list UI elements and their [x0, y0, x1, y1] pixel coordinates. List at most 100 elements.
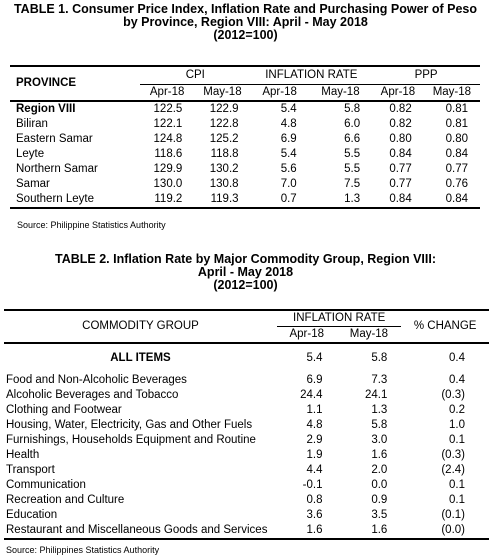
- province-cell: Eastern Samar: [16, 133, 93, 145]
- province-cell: Samar: [16, 178, 50, 190]
- value-cell-cpi-apr: 118.6: [154, 148, 183, 160]
- change-value-cell: 0.2: [449, 404, 465, 416]
- table-row: Communication -0.1 0.0 0.1: [4, 478, 489, 493]
- change-value-cell: (0.3): [441, 449, 465, 461]
- table-row: Recreation and Culture 0.8 0.9 0.1: [4, 493, 489, 508]
- value-cell-cpi-may: 118.8: [210, 148, 239, 160]
- commodity-group-header: COMMODITY GROUP: [4, 309, 277, 344]
- table2-inflation-by-commodity: COMMODITY GROUP INFLATION RATE % CHANGE …: [4, 309, 489, 540]
- table-row: Region VIII 122.5 122.9 5.4 5.8 0.82 0.81: [10, 101, 480, 117]
- apr-value-cell: 2.9: [306, 434, 323, 446]
- may-value-cell: 7.3: [371, 374, 388, 386]
- change-value-cell: (0.3): [441, 389, 465, 401]
- ppp-apr-header: Apr-18: [372, 84, 424, 102]
- value-cell-cpi-may: 122.8: [209, 118, 239, 130]
- change-header: % CHANGE: [401, 309, 489, 344]
- value-cell-ppp-may: 0.80: [445, 133, 468, 145]
- value-cell-inf-apr: 5.6: [280, 163, 297, 175]
- value-cell-ppp-may: 0.84: [423, 192, 480, 209]
- value-cell-ppp-may: 0.77: [445, 163, 468, 175]
- all-items-label: ALL ITEMS: [110, 352, 171, 364]
- ppp-may-header: May-18: [423, 84, 480, 102]
- value-cell-cpi-apr: 129.9: [153, 163, 183, 175]
- table-row: Leyte 118.6 118.8 5.4 5.5 0.84 0.84: [10, 147, 480, 162]
- may-value-cell: 0.9: [371, 494, 388, 506]
- may-header: May-18: [336, 326, 402, 344]
- commodity-group-cell: Transport: [6, 464, 55, 476]
- table-row: Food and Non-Alcoholic Beverages 6.9 7.3 0.…: [4, 373, 489, 388]
- commodity-group-cell: Housing, Water, Electricity, Gas and Oth…: [6, 419, 253, 431]
- may-value-cell: 24.1: [364, 389, 388, 401]
- value-cell-ppp-apr: 0.84: [372, 192, 424, 209]
- table2-title-line2: April - May 2018: [197, 265, 294, 279]
- cpi-apr-header: Apr-18: [140, 84, 195, 102]
- change-value-cell: (0.0): [401, 523, 489, 540]
- value-cell-inf-may: 6.6: [344, 133, 361, 145]
- table-row: Biliran 122.1 122.8 4.8 6.0 0.82 0.81: [10, 117, 480, 132]
- value-cell-ppp-apr: 0.77: [389, 178, 412, 190]
- value-cell-ppp-apr: 0.82: [389, 118, 412, 130]
- apr-value-cell: 24.4: [300, 389, 323, 401]
- table2-title-line3: (2012=100): [213, 278, 278, 292]
- change-value-cell: 0.1: [449, 434, 465, 446]
- may-value-cell: 0.0: [371, 479, 388, 491]
- table-row: Housing, Water, Electricity, Gas and Oth…: [4, 418, 489, 433]
- commodity-group-cell: Health: [6, 449, 40, 461]
- value-cell-inf-may: 5.5: [344, 148, 361, 160]
- value-cell-inf-apr: 4.8: [280, 118, 297, 130]
- inflation-rate-header-2: INFLATION RATE: [277, 309, 402, 327]
- value-cell-cpi-apr: 122.5: [153, 103, 183, 115]
- value-cell-cpi-may: 122.9: [209, 103, 239, 115]
- value-cell-inf-may: 1.3: [308, 192, 373, 209]
- apr-value-cell: 0.8: [306, 494, 323, 506]
- value-cell-ppp-apr: 0.84: [389, 148, 412, 160]
- value-cell-inf-apr: 0.7: [250, 192, 309, 209]
- value-cell-ppp-may: 0.81: [445, 103, 468, 115]
- province-cell: Region VIII: [16, 103, 76, 115]
- table2-title: TABLE 2. Inflation Rate by Major Commodi…: [0, 253, 491, 292]
- inflation-rate-header: INFLATION RATE: [250, 65, 373, 85]
- value-cell-inf-may: 5.8: [344, 103, 361, 115]
- province-cell: Northern Samar: [16, 163, 98, 175]
- commodity-group-cell: Clothing and Footwear: [6, 404, 122, 416]
- apr-value-cell: 6.9: [306, 374, 323, 386]
- table2-title-line1: TABLE 2. Inflation Rate by Major Commodi…: [54, 252, 437, 266]
- value-cell-cpi-apr: 119.2: [140, 192, 195, 209]
- may-value-cell: 3.5: [371, 509, 388, 521]
- value-cell-ppp-may: 0.84: [445, 148, 468, 160]
- value-cell-ppp-apr: 0.77: [389, 163, 412, 175]
- apr-value-cell: 3.6: [306, 509, 323, 521]
- table-row: Samar 130.0 130.8 7.0 7.5 0.77 0.76: [10, 177, 480, 192]
- table1-title-line3: (2012=100): [213, 28, 278, 42]
- value-cell-inf-may: 5.5: [344, 163, 361, 175]
- apr-value-cell: 1.6: [277, 523, 337, 540]
- value-cell-cpi-may: 130.2: [209, 163, 239, 175]
- value-cell-inf-apr: 5.4: [280, 103, 297, 115]
- all-items-apr: 5.4: [306, 352, 323, 364]
- value-cell-ppp-apr: 0.80: [389, 133, 412, 145]
- all-items-may: 5.8: [371, 352, 388, 364]
- commodity-group-cell: Restaurant and Miscellaneous Goods and S…: [4, 523, 277, 540]
- table-row: Education 3.6 3.5 (0.1): [4, 508, 489, 523]
- value-cell-ppp-may: 0.81: [445, 118, 468, 130]
- may-value-cell: 1.6: [371, 449, 388, 461]
- value-cell-cpi-apr: 124.8: [153, 133, 183, 145]
- inf-apr-header: Apr-18: [250, 84, 309, 102]
- may-value-cell: 1.3: [371, 404, 388, 416]
- may-value-cell: 1.6: [336, 523, 402, 540]
- change-value-cell: 0.1: [449, 479, 465, 491]
- value-cell-cpi-apr: 130.0: [153, 178, 183, 190]
- apr-value-cell: 1.1: [306, 404, 323, 416]
- may-value-cell: 3.0: [371, 434, 388, 446]
- commodity-group-cell: Recreation and Culture: [6, 494, 125, 506]
- province-header: PROVINCE: [10, 65, 140, 102]
- value-cell-inf-apr: 5.4: [280, 148, 297, 160]
- all-items-change: 0.4: [449, 352, 465, 364]
- all-items-row: ALL ITEMS 5.4 5.8 0.4: [4, 351, 489, 366]
- table2-source: Source: Philippines Statistics Authority: [6, 545, 160, 555]
- apr-header: Apr-18: [277, 326, 337, 344]
- province-cell: Southern Leyte: [10, 192, 140, 209]
- value-cell-inf-may: 7.5: [344, 178, 361, 190]
- commodity-group-cell: Communication: [6, 479, 86, 491]
- table1-cpi-by-province: PROVINCE CPI INFLATION RATE PPP Apr-18 M…: [10, 65, 480, 209]
